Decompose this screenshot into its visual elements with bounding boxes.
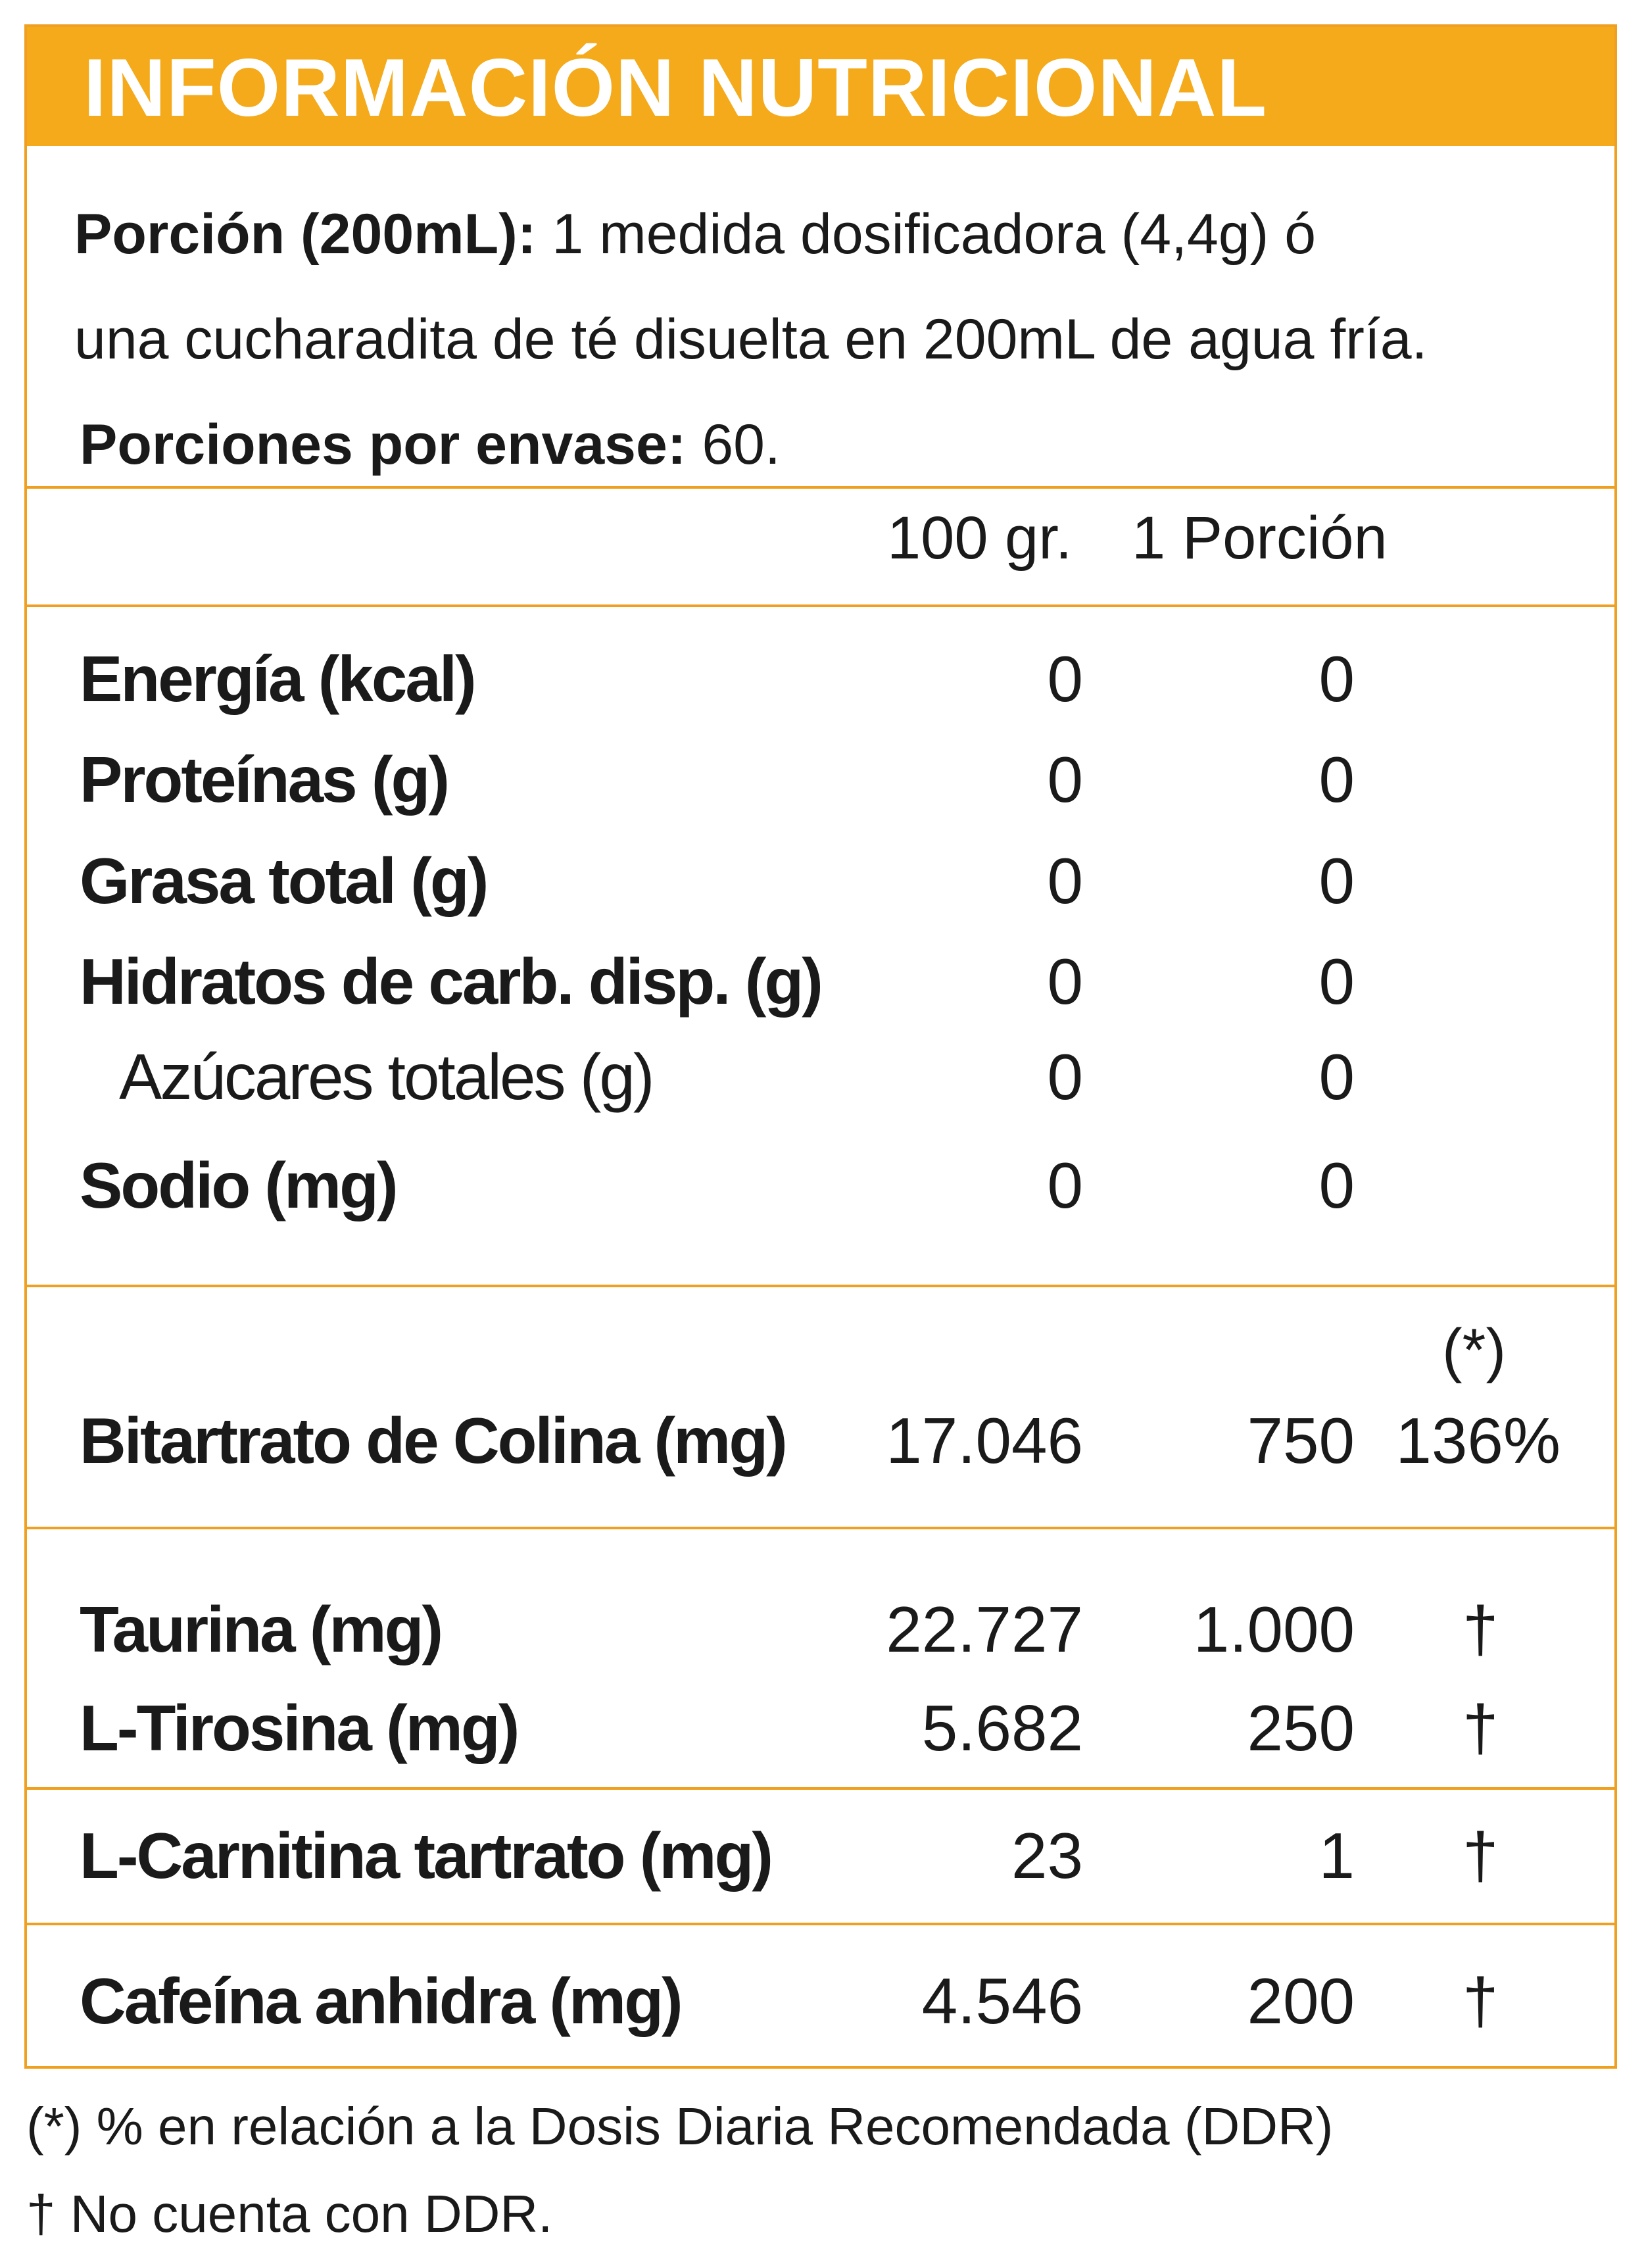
serving-size-value: 1 medida dosificadora (4,4g) ó: [536, 203, 1317, 266]
value-per-100g: 5.682: [921, 1692, 1083, 1764]
value-per-serving: 750: [1247, 1404, 1355, 1477]
servings-per-container-value: 60.: [686, 413, 781, 476]
value-per-serving: 1: [1318, 1819, 1355, 1892]
serving-line-1: Porción (200mL): 1 medida dosificadora (…: [74, 182, 1607, 287]
divider: [27, 604, 1614, 607]
nutrient-name: Hidratos de carb. disp. (g): [80, 945, 823, 1018]
divider: [27, 486, 1614, 489]
value-per-serving: 0: [1318, 945, 1355, 1018]
supplement-row: Taurina (mg) 22.727 1.000 †: [27, 1592, 1614, 1671]
nutrient-name: Proteínas (g): [80, 743, 450, 816]
value-per-100g: 0: [1047, 743, 1083, 816]
value-per-serving: 0: [1318, 743, 1355, 816]
value-per-serving: 0: [1318, 845, 1355, 917]
serving-line-2: una cucharadita de té disuelta en 200mL …: [74, 308, 1428, 371]
nutrient-row: Sodio (mg) 0 0: [27, 1148, 1614, 1227]
no-ddr-dagger: †: [1463, 1692, 1499, 1764]
supplement-name: Taurina (mg): [80, 1593, 443, 1665]
value-per-100g: 0: [1047, 643, 1083, 715]
divider: [27, 1787, 1614, 1790]
serving-size-label: Porción (200mL):: [74, 203, 537, 266]
value-per-100g: 23: [1011, 1819, 1083, 1892]
column-header-100g: 100 gr.: [887, 505, 1073, 572]
no-ddr-dagger: †: [1463, 1819, 1499, 1892]
label-title: INFORMACIÓN NUTRICIONAL: [84, 43, 1268, 134]
footnote-no-ddr: † No cuenta con DDR.: [26, 2184, 553, 2243]
nutrient-row: Grasa total (g) 0 0: [27, 844, 1614, 923]
supplement-row: Cafeína anhidra (mg) 4.546 200 †: [27, 1964, 1614, 2043]
nutrient-name: Azúcares totales (g): [119, 1041, 654, 1113]
serving-info: Porción (200mL): 1 medida dosificadora (…: [74, 182, 1607, 497]
value-per-serving: 0: [1318, 643, 1355, 715]
supplement-row: Bitartrato de Colina (mg) 17.046 750 136…: [27, 1404, 1614, 1483]
divider: [27, 1923, 1614, 1925]
supplement-name: Cafeína anhidra (mg): [80, 1965, 683, 2037]
nutrient-row: Energía (kcal) 0 0: [27, 642, 1614, 721]
nutrient-row: Hidratos de carb. disp. (g) 0 0: [27, 945, 1614, 1023]
nutrient-row: Proteínas (g) 0 0: [27, 743, 1614, 822]
nutrient-name: Grasa total (g): [80, 845, 489, 917]
value-per-100g: 0: [1047, 845, 1083, 917]
servings-per-container-label: Porciones por envase:: [80, 413, 687, 476]
divider: [27, 1285, 1614, 1287]
value-per-100g: 4.546: [921, 1965, 1083, 2037]
nutrient-row-sub: Azúcares totales (g) 0 0: [27, 1040, 1614, 1119]
supplement-name: Bitartrato de Colina (mg): [80, 1404, 788, 1477]
nutrition-label: INFORMACIÓN NUTRICIONAL Porción (200mL):…: [24, 24, 1617, 2069]
ddr-column-marker: (*): [1442, 1317, 1507, 1384]
footnote-ddr: (*) % en relación a la Dosis Diaria Reco…: [26, 2097, 1334, 2156]
value-per-100g: 0: [1047, 1041, 1083, 1113]
no-ddr-dagger: †: [1463, 1593, 1499, 1665]
value-per-serving: 200: [1247, 1965, 1355, 2037]
supplement-row: L-Carnitina tartrato (mg) 23 1 †: [27, 1819, 1614, 1898]
supplement-name: L-Tirosina (mg): [80, 1692, 520, 1764]
column-header-serving: 1 Porción: [1132, 505, 1388, 572]
divider: [27, 1527, 1614, 1529]
value-per-serving: 0: [1318, 1149, 1355, 1221]
value-per-100g: 0: [1047, 945, 1083, 1018]
value-per-serving: 0: [1318, 1041, 1355, 1113]
supplement-row: L-Tirosina (mg) 5.682 250 †: [27, 1691, 1614, 1770]
nutrient-name: Sodio (mg): [80, 1149, 399, 1221]
value-per-serving: 250: [1247, 1692, 1355, 1764]
nutrient-name: Energía (kcal): [80, 643, 477, 715]
supplement-name: L-Carnitina tartrato (mg): [80, 1819, 773, 1892]
ddr-percent: 136%: [1395, 1404, 1560, 1477]
servings-per-container: Porciones por envase: 60.: [74, 392, 1607, 497]
value-per-serving: 1.000: [1193, 1593, 1355, 1665]
value-per-100g: 22.727: [886, 1593, 1083, 1665]
label-header: INFORMACIÓN NUTRICIONAL: [27, 27, 1614, 146]
no-ddr-dagger: †: [1463, 1965, 1499, 2037]
value-per-100g: 17.046: [886, 1404, 1083, 1477]
value-per-100g: 0: [1047, 1149, 1083, 1221]
